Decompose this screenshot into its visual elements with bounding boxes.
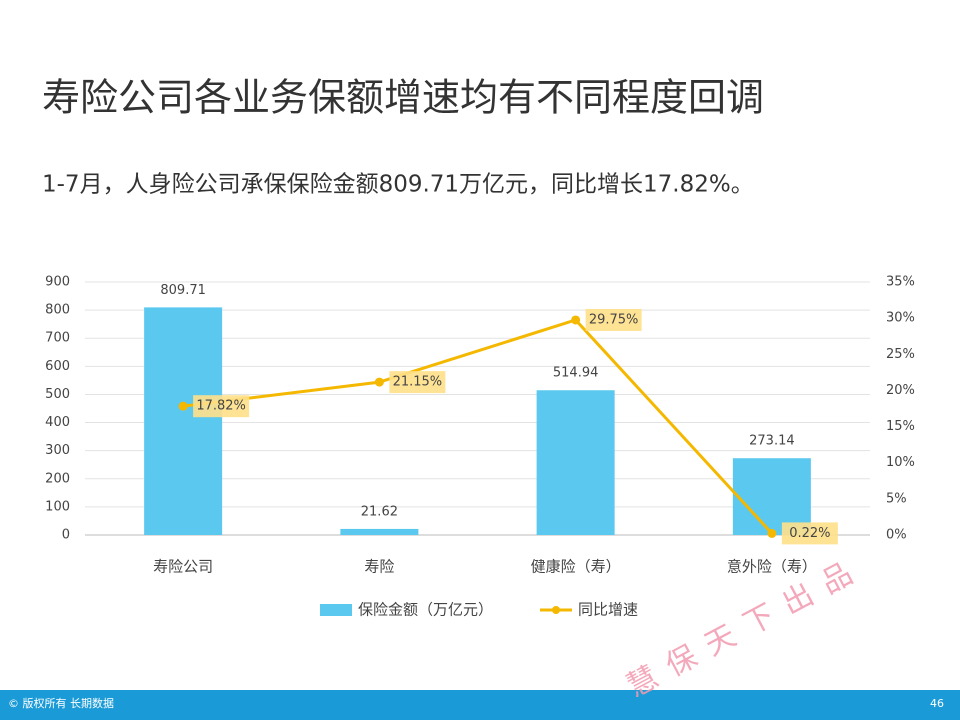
- line-label-box: [389, 371, 446, 394]
- x-tick-label: 寿险公司: [153, 558, 213, 576]
- page-number: 46: [930, 697, 944, 710]
- y-tick-label: 400: [45, 415, 70, 430]
- line-value-label: 0.22%: [789, 526, 830, 541]
- bar: [536, 390, 615, 535]
- line-marker: [178, 401, 188, 411]
- y-tick-label: 900: [45, 275, 70, 290]
- y2-tick-label: 35%: [886, 275, 915, 290]
- footer-bar: [0, 690, 960, 720]
- bar: [340, 528, 419, 535]
- bar-value-label: 273.14: [749, 434, 795, 449]
- y-tick-label: 700: [45, 331, 70, 346]
- y2-tick-label: 20%: [886, 383, 915, 398]
- y2-tick-label: 10%: [886, 455, 915, 470]
- slide-subtitle: 1-7月，人身险公司承保保险金额809.71万亿元，同比增长17.82%。: [42, 172, 754, 198]
- line-marker: [767, 528, 777, 538]
- bar: [732, 458, 811, 535]
- legend-label: 同比增速: [578, 601, 638, 619]
- y-tick-label: 200: [45, 471, 70, 486]
- line-label-box: [585, 308, 642, 331]
- footer-copyright: © 版权所有 长期数据: [8, 696, 114, 710]
- slide-title: 寿险公司各业务保额增速均有不同程度回调: [42, 76, 764, 120]
- y2-tick-label: 5%: [886, 491, 907, 506]
- y2-tick-label: 30%: [886, 311, 915, 326]
- y2-tick-label: 15%: [886, 419, 915, 434]
- line-marker: [571, 315, 581, 325]
- bar-value-label: 21.62: [361, 504, 398, 519]
- bar-value-label: 809.71: [160, 283, 206, 298]
- line-value-label: 17.82%: [196, 399, 246, 414]
- y-tick-label: 800: [45, 303, 70, 318]
- legend-label: 保险金额（万亿元）: [358, 601, 493, 619]
- legend-marker: [552, 606, 560, 614]
- y-tick-label: 500: [45, 387, 70, 402]
- line-marker: [374, 377, 384, 387]
- y-tick-label: 0: [62, 528, 70, 543]
- y2-tick-label: 0%: [886, 528, 907, 543]
- x-tick-label: 意外险（寿）: [727, 558, 817, 576]
- x-tick-label: 寿险: [364, 558, 394, 576]
- line-value-label: 21.15%: [393, 375, 443, 390]
- y-tick-label: 300: [45, 443, 70, 458]
- bar: [144, 307, 223, 535]
- legend-swatch: [320, 604, 352, 616]
- bar-value-label: 514.94: [553, 366, 599, 381]
- line-value-label: 29.75%: [589, 312, 639, 327]
- y-tick-label: 100: [45, 499, 70, 514]
- x-tick-label: 健康险（寿）: [531, 558, 621, 576]
- y-tick-label: 600: [45, 359, 70, 374]
- line-label-box: [193, 395, 250, 418]
- line-label-box: [781, 522, 838, 545]
- y2-tick-label: 25%: [886, 347, 915, 362]
- line: [182, 318, 773, 535]
